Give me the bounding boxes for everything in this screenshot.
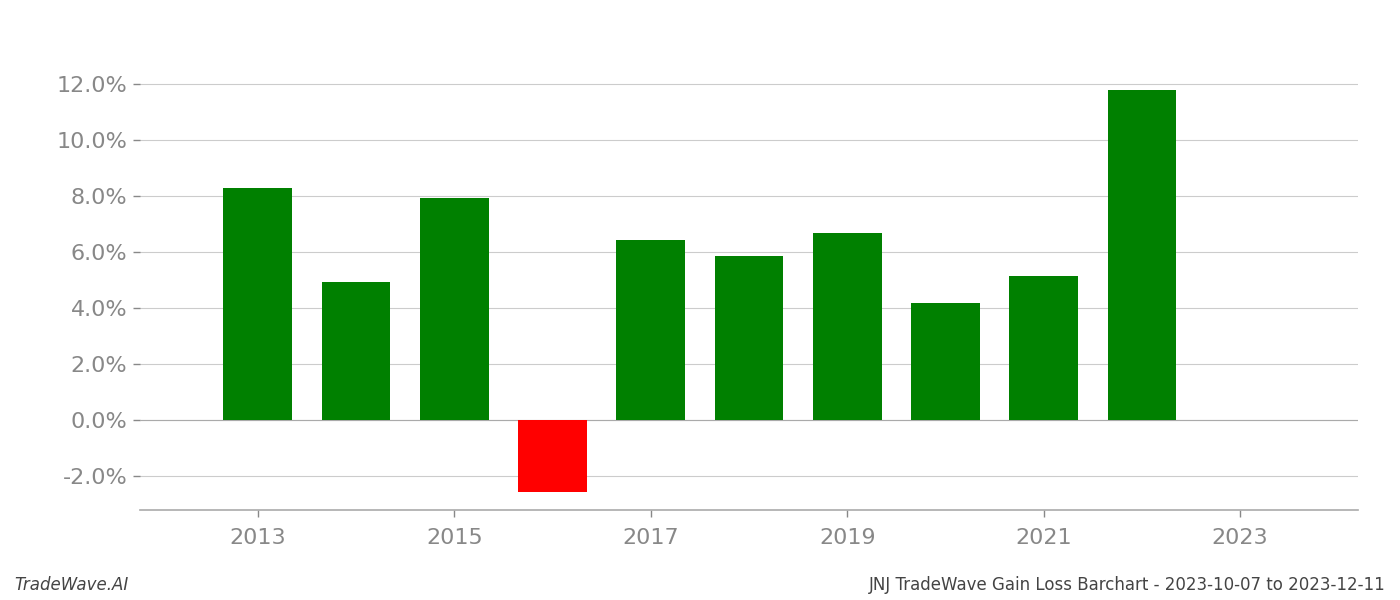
Bar — [616, 239, 685, 421]
Bar — [911, 303, 980, 421]
Bar — [420, 198, 489, 421]
Bar — [518, 421, 587, 492]
Bar — [224, 188, 293, 421]
Bar — [714, 256, 784, 421]
Text: TradeWave.AI: TradeWave.AI — [14, 576, 129, 594]
Bar — [813, 233, 882, 421]
Bar — [322, 281, 391, 421]
Bar — [1009, 276, 1078, 421]
Text: JNJ TradeWave Gain Loss Barchart - 2023-10-07 to 2023-12-11: JNJ TradeWave Gain Loss Barchart - 2023-… — [869, 576, 1386, 594]
Bar — [1107, 90, 1176, 421]
